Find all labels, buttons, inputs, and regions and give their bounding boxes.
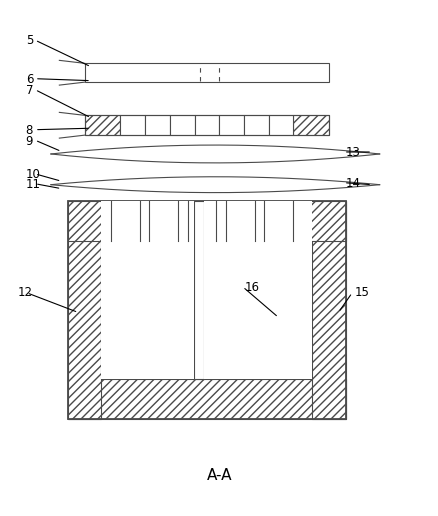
Bar bbox=[145, 116, 170, 135]
Text: 11: 11 bbox=[25, 178, 41, 191]
Text: 7: 7 bbox=[25, 84, 33, 97]
Text: 5: 5 bbox=[25, 34, 33, 46]
Bar bbox=[226, 201, 254, 239]
Bar bbox=[244, 116, 268, 135]
Text: 15: 15 bbox=[353, 286, 368, 299]
Bar bbox=[311, 201, 345, 419]
Bar bbox=[268, 116, 293, 135]
Bar bbox=[67, 201, 345, 240]
Text: 9: 9 bbox=[25, 135, 33, 148]
Bar bbox=[203, 201, 311, 379]
Text: 8: 8 bbox=[25, 124, 33, 137]
Bar bbox=[219, 116, 244, 135]
Bar bbox=[85, 63, 328, 82]
Bar bbox=[111, 201, 139, 239]
Bar bbox=[120, 116, 145, 135]
Text: 13: 13 bbox=[345, 147, 360, 159]
Bar bbox=[67, 379, 345, 419]
Bar bbox=[264, 201, 293, 239]
Text: 12: 12 bbox=[17, 286, 32, 299]
Bar bbox=[101, 201, 194, 379]
Bar bbox=[85, 116, 120, 135]
Bar bbox=[67, 201, 345, 419]
Bar bbox=[194, 116, 219, 135]
Bar bbox=[170, 116, 194, 135]
Bar bbox=[149, 201, 178, 239]
Bar bbox=[67, 201, 101, 419]
Bar bbox=[194, 201, 203, 379]
Text: 6: 6 bbox=[25, 73, 33, 86]
Bar bbox=[85, 116, 328, 135]
Bar bbox=[293, 116, 328, 135]
Text: A-A: A-A bbox=[206, 469, 232, 483]
Text: 14: 14 bbox=[345, 177, 360, 190]
Text: 10: 10 bbox=[25, 168, 40, 181]
Bar bbox=[187, 201, 216, 239]
Text: 16: 16 bbox=[244, 281, 259, 294]
